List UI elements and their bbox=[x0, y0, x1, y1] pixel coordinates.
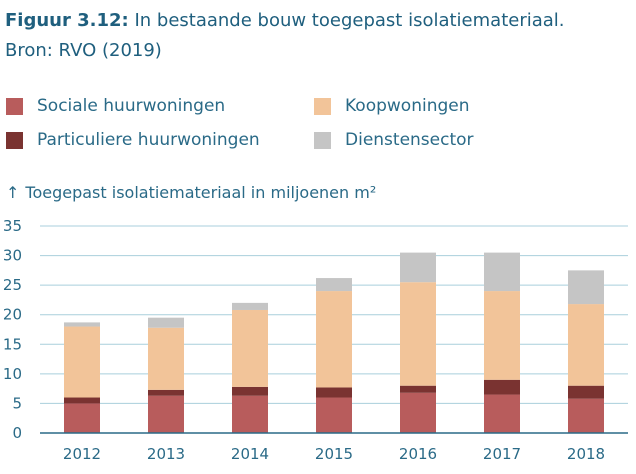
bar-2014-sociale-huurwoningen bbox=[232, 395, 268, 433]
legend-swatch-diensten bbox=[314, 131, 331, 149]
chart-legend: Sociale huurwoningen Koopwoningen Partic… bbox=[6, 96, 626, 158]
x-tick-label-2012: 2012 bbox=[63, 445, 101, 463]
up-arrow-icon: ↑ bbox=[6, 183, 20, 202]
bar-2014-particuliere-huurwoningen bbox=[232, 386, 268, 396]
bar-2015-dienstensector bbox=[316, 278, 352, 292]
legend-item-diensten: Dienstensector bbox=[314, 130, 474, 150]
legend-label-koop: Koopwoningen bbox=[345, 96, 470, 116]
y-tick-label-15: 15 bbox=[3, 335, 22, 353]
bar-2015-particuliere-huurwoningen bbox=[316, 387, 352, 398]
bar-2015-sociale-huurwoningen bbox=[316, 397, 352, 433]
y-tick-label-5: 5 bbox=[12, 394, 22, 412]
bar-2018-sociale-huurwoningen bbox=[568, 398, 604, 433]
bar-2014-dienstensector bbox=[232, 302, 268, 310]
bar-2012-dienstensector bbox=[64, 322, 100, 327]
legend-item-particuliere: Particuliere huurwoningen bbox=[6, 130, 260, 150]
y-tick-label-20: 20 bbox=[3, 306, 22, 324]
bar-2012-koopwoningen bbox=[64, 326, 100, 398]
legend-label-sociale: Sociale huurwoningen bbox=[37, 96, 226, 116]
bar-2016-dienstensector bbox=[400, 252, 436, 283]
legend-swatch-sociale bbox=[6, 97, 23, 115]
y-tick-label-35: 35 bbox=[3, 217, 22, 235]
y-tick-label-25: 25 bbox=[3, 276, 22, 294]
y-tick-label-10: 10 bbox=[3, 365, 22, 383]
legend-swatch-koop bbox=[314, 97, 331, 115]
x-tick-label-2014: 2014 bbox=[231, 445, 269, 463]
figure-source: Bron: RVO (2019) bbox=[5, 40, 162, 61]
x-tick-label-2018: 2018 bbox=[567, 445, 605, 463]
x-tick-label-2016: 2016 bbox=[399, 445, 437, 463]
bar-2018-dienstensector bbox=[568, 270, 604, 305]
figure-title: Figuur 3.12: In bestaande bouw toegepast… bbox=[5, 6, 565, 66]
bar-2012-particuliere-huurwoningen bbox=[64, 397, 100, 404]
bar-2016-particuliere-huurwoningen bbox=[400, 385, 436, 393]
y-axis-label: ↑ Toegepast isolatiemateriaal in miljoene… bbox=[6, 183, 376, 202]
legend-label-particuliere: Particuliere huurwoningen bbox=[37, 130, 260, 150]
bar-2013-sociale-huurwoningen bbox=[148, 395, 184, 433]
legend-label-diensten: Dienstensector bbox=[345, 130, 474, 150]
legend-swatch-particuliere bbox=[6, 131, 23, 149]
y-tick-label-0: 0 bbox=[12, 424, 22, 442]
bar-2015-koopwoningen bbox=[316, 291, 352, 388]
bar-2013-particuliere-huurwoningen bbox=[148, 389, 184, 396]
figure-caption: In bestaande bouw toegepast isolatiemate… bbox=[128, 10, 565, 31]
x-tick-label-2013: 2013 bbox=[147, 445, 185, 463]
y-axis-label-text: Toegepast isolatiemateriaal in miljoenen… bbox=[25, 183, 377, 202]
bar-2013-dienstensector bbox=[148, 317, 184, 328]
figure-label: Figuur 3.12: bbox=[5, 10, 129, 31]
bar-2016-koopwoningen bbox=[400, 282, 436, 386]
bar-2013-koopwoningen bbox=[148, 327, 184, 390]
legend-item-koop: Koopwoningen bbox=[314, 96, 470, 116]
bar-2017-dienstensector bbox=[484, 252, 520, 292]
bar-2016-sociale-huurwoningen bbox=[400, 392, 436, 433]
bar-2018-koopwoningen bbox=[568, 304, 604, 386]
bar-2017-koopwoningen bbox=[484, 291, 520, 380]
x-tick-label-2017: 2017 bbox=[483, 445, 521, 463]
bar-2012-sociale-huurwoningen bbox=[64, 403, 100, 433]
bar-2018-particuliere-huurwoningen bbox=[568, 385, 604, 399]
bar-2017-sociale-huurwoningen bbox=[484, 394, 520, 433]
x-tick-label-2015: 2015 bbox=[315, 445, 353, 463]
bar-2017-particuliere-huurwoningen bbox=[484, 379, 520, 395]
legend-item-sociale: Sociale huurwoningen bbox=[6, 96, 225, 116]
y-tick-label-30: 30 bbox=[3, 247, 22, 265]
bar-2014-koopwoningen bbox=[232, 309, 268, 387]
